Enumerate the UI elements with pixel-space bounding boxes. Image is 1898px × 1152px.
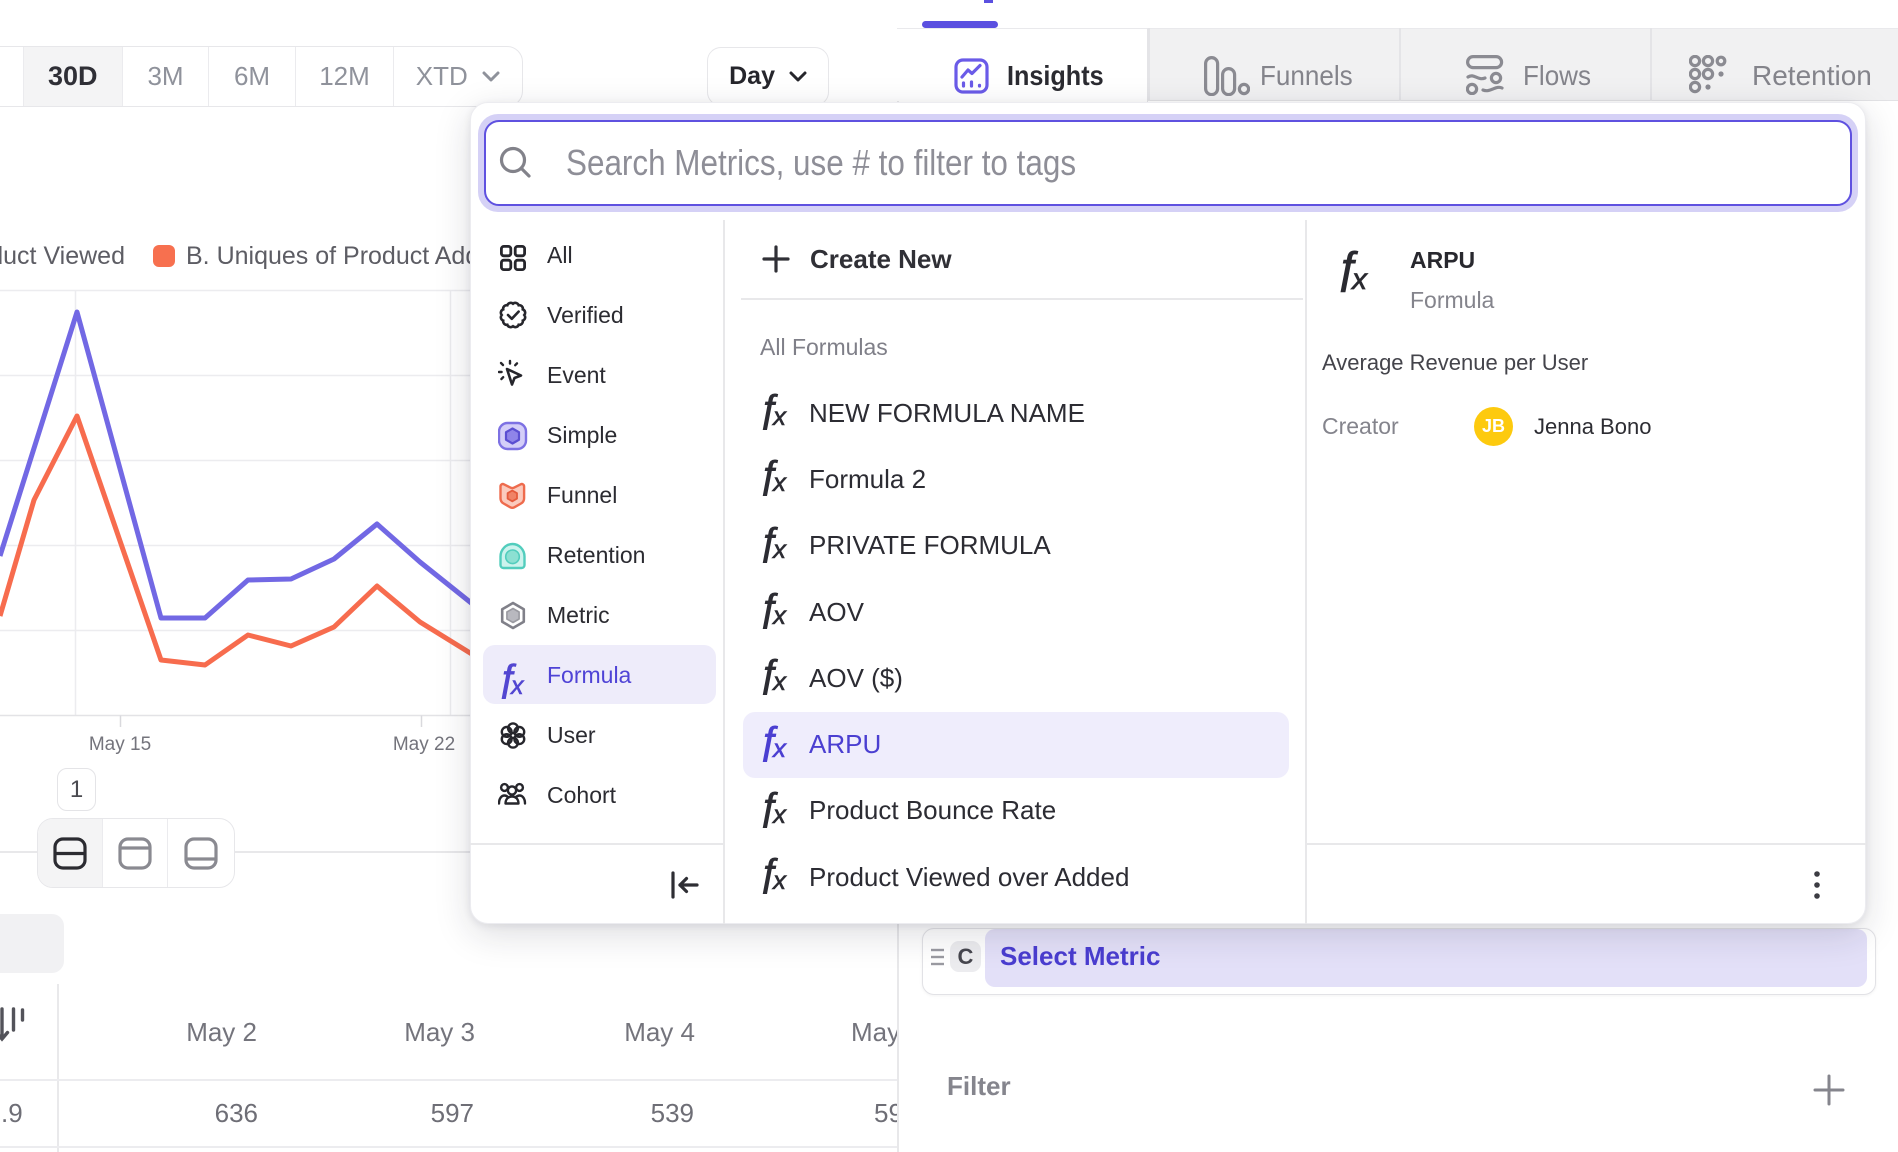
svg-text:ƒ: ƒ [498, 657, 518, 699]
svg-text:May 22: May 22 [393, 734, 455, 755]
svg-text:x: x [1350, 263, 1368, 296]
svg-text:x: x [510, 672, 525, 700]
svg-text:May 15: May 15 [89, 734, 151, 755]
svg-text:ƒ: ƒ [1335, 246, 1359, 293]
